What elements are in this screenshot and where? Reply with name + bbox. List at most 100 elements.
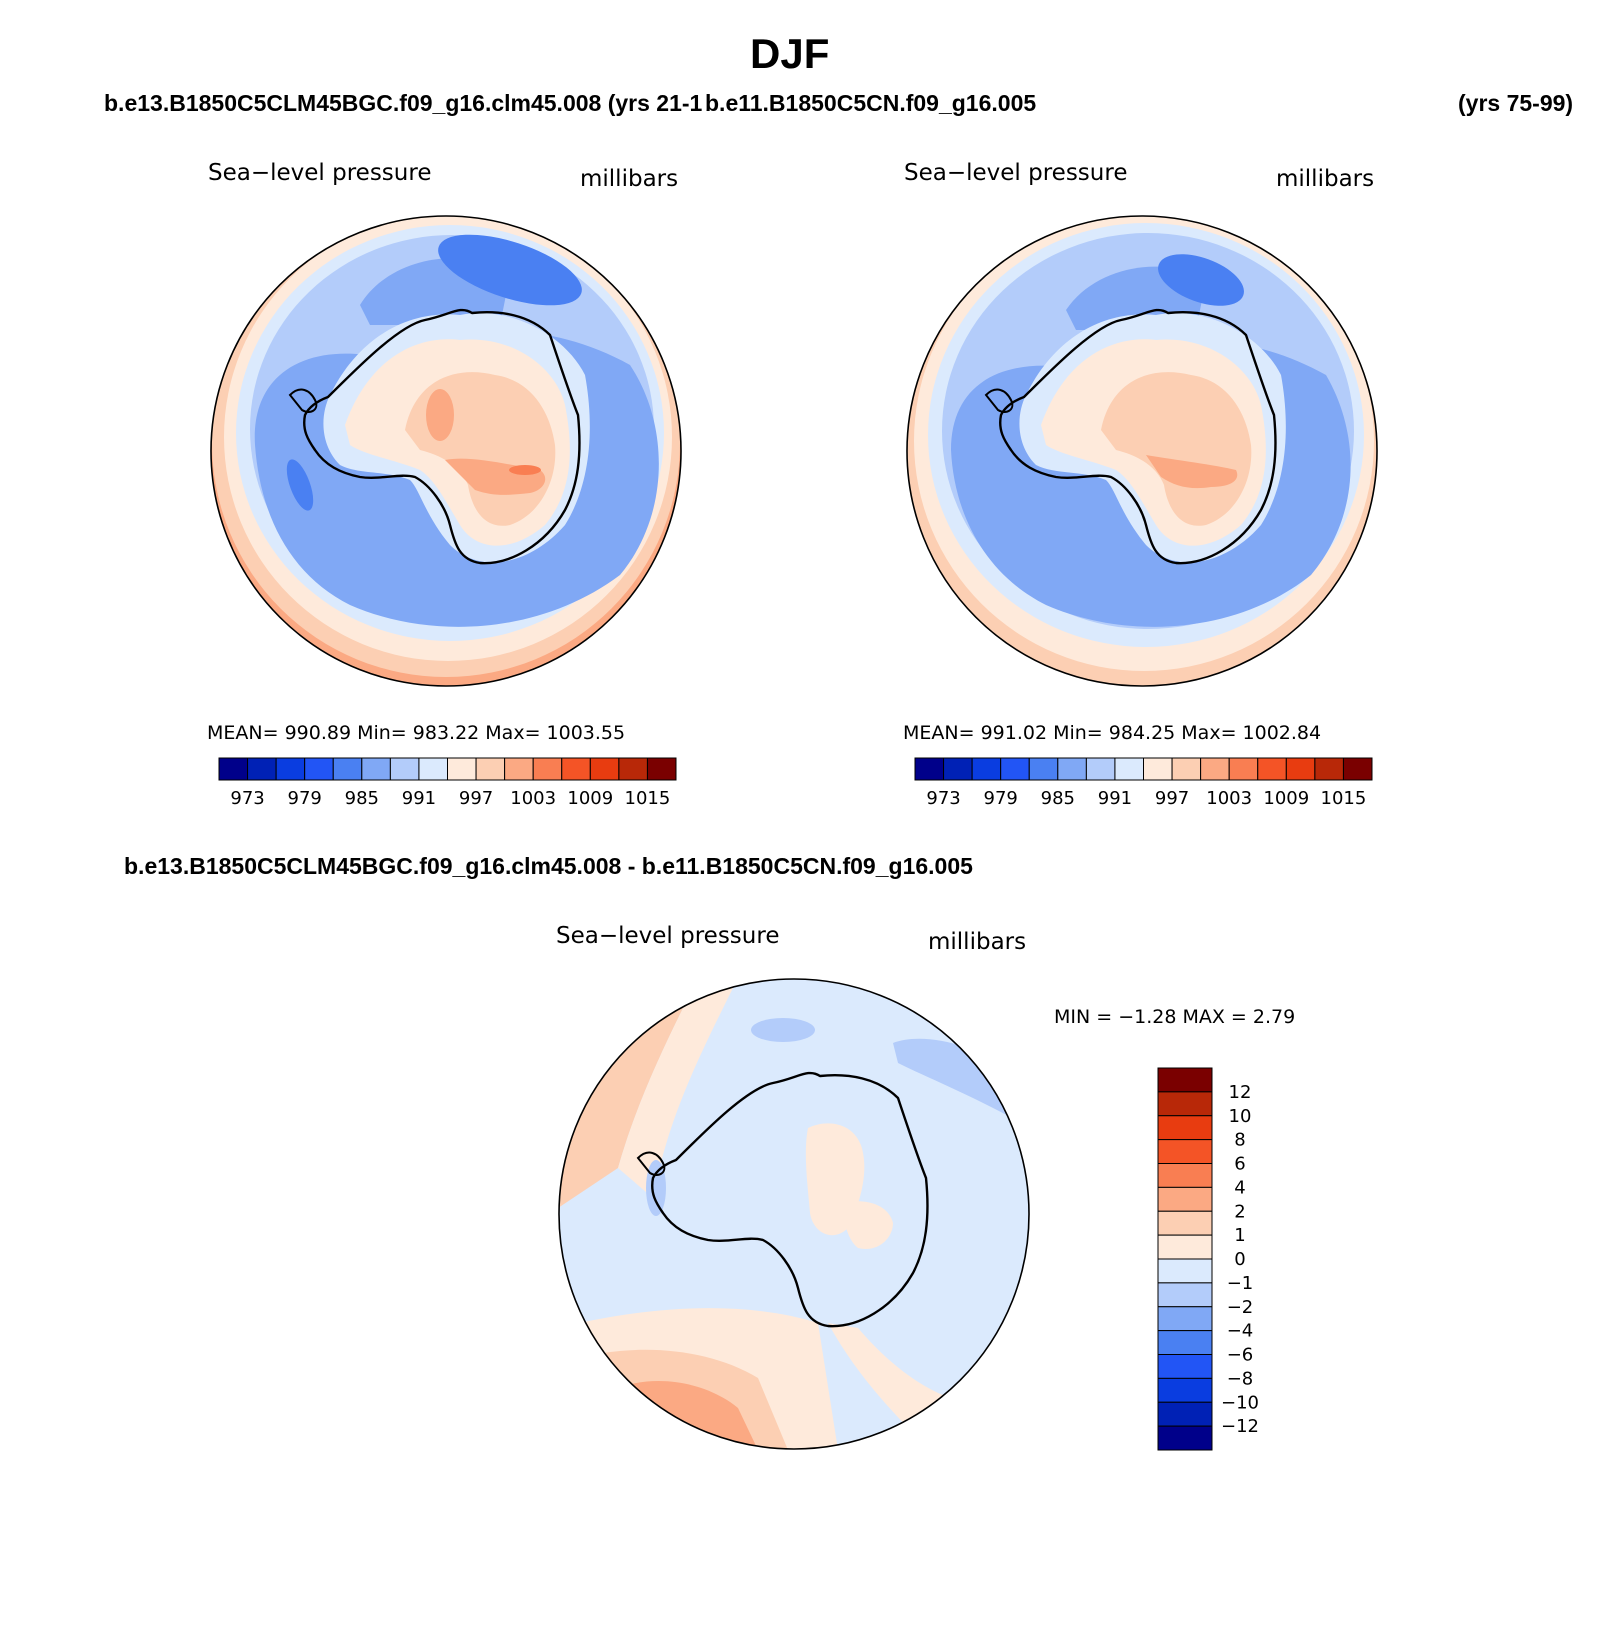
panel2-colorbar-tick-label: 997 <box>1155 788 1189 809</box>
panel1-colorbar-swatch <box>618 757 648 781</box>
panel1-fill-antarctica-1003 <box>509 465 541 475</box>
panel1-colorbar-tick-label: 979 <box>288 788 322 809</box>
panel2-colorbar-tick-label: 985 <box>1041 788 1075 809</box>
panel2-colorbar-swatch <box>1257 757 1287 781</box>
panel3-colorbar-swatch <box>1157 1067 1213 1093</box>
panel3-colorbar-tick-label: 0 <box>1234 1249 1245 1270</box>
panel2-colorbar-tick-label: 1009 <box>1263 788 1309 809</box>
panel3-colorbar-tick-label: −1 <box>1227 1273 1254 1294</box>
panel2-peninsula-outline <box>984 388 1014 413</box>
panel2-colorbar-tick-label: 1003 <box>1206 788 1252 809</box>
panel3-colorbar-swatch <box>1157 1282 1213 1308</box>
panel2-colorbar-tick-label: 991 <box>1098 788 1132 809</box>
panel3-colorbar-swatch <box>1157 1258 1213 1284</box>
panel1-colorbar-swatch <box>218 757 249 781</box>
panel1-colorbar-tick-label: 1003 <box>510 788 556 809</box>
panel3-colorbar-tick-label: 10 <box>1229 1106 1252 1127</box>
panel2-variable-label: Sea−level pressure <box>904 160 1128 186</box>
panel1-colorbar-swatch <box>247 757 277 781</box>
panel3-stats: MIN = −1.28 MAX = 2.79 <box>1054 1006 1296 1028</box>
panel3-units-label: millibars <box>928 929 1027 955</box>
panel3-colorbar-tick-label: −12 <box>1221 1416 1259 1437</box>
panel3-colorbar-swatch <box>1157 1306 1213 1332</box>
panel2-map <box>906 215 1378 687</box>
panel3-fill-neg-peninsula <box>646 1160 666 1216</box>
panel1-colorbar-swatch <box>504 757 534 781</box>
panel3-colorbar-swatch <box>1157 1139 1213 1164</box>
panel1-colorbar-swatch <box>275 757 306 781</box>
panel2-colorbar-swatch <box>914 757 945 781</box>
panel2-colorbar: 973 979 985 991 997 1003 1009 1015 <box>914 757 1373 809</box>
panel3-colorbar-swatch <box>1157 1401 1213 1427</box>
panel3-colorbar-swatch <box>1157 1330 1213 1355</box>
case1-header: b.e13.B1850C5CLM45BGC.f09_g16.clm45.008 … <box>104 90 703 116</box>
panel2-colorbar-swatch <box>1342 757 1373 781</box>
panel1-stats: MEAN= 990.89 Min= 983.22 Max= 1003.55 <box>207 722 626 744</box>
panel2-colorbar-swatch <box>1314 757 1344 781</box>
panel1-map-border <box>210 215 682 687</box>
panel2-colorbar-swatch <box>1200 757 1230 781</box>
panel1-map <box>210 215 682 687</box>
panel2-colorbar-swatch <box>1057 757 1087 781</box>
panel3-colorbar-swatch <box>1157 1234 1213 1260</box>
panel2-colorbar-swatch <box>971 757 1002 781</box>
panel3-peninsula-outline <box>636 1151 666 1176</box>
panel3-colorbar-tick-label: 6 <box>1234 1154 1245 1175</box>
panel1-colorbar-swatch <box>532 757 563 781</box>
panel1-colorbar-swatch <box>332 757 363 781</box>
panel3-fill-0to1-west <box>618 979 738 1198</box>
panel1-colorbar-tick-label: 997 <box>459 788 493 809</box>
panel1-fill-antarctica-1000b <box>426 389 454 441</box>
panel2-fill-antarctica-997 <box>1101 372 1252 526</box>
panel2-units-label: millibars <box>1276 166 1375 192</box>
panel1-colorbar-tick-label: 991 <box>402 788 436 809</box>
panel1-colorbar-swatch <box>389 757 420 781</box>
panel3-colorbar-tick-label: 2 <box>1234 1201 1245 1222</box>
panel3-colorbar-swatch <box>1157 1091 1213 1117</box>
panel3-map-border <box>558 978 1030 1450</box>
panel2-colorbar-swatch <box>1285 757 1316 781</box>
panel3-colorbar-tick-label: −2 <box>1227 1297 1254 1318</box>
panel2-colorbar-tick-label: 1015 <box>1321 788 1367 809</box>
panel2-colorbar-swatch <box>1085 757 1116 781</box>
panel1-colorbar-swatch <box>361 757 391 781</box>
panel1-colorbar-tick-label: 1009 <box>567 788 613 809</box>
panel3-colorbar-swatch <box>1157 1354 1213 1379</box>
case2-header: b.e11.B1850C5CN.f09_g16.005 <box>705 90 1037 116</box>
panel2-fill-antarctica-1000 <box>1146 455 1238 489</box>
panel3-colorbar-tick-label: −10 <box>1221 1392 1259 1413</box>
panel2-colorbar-tick-label: 979 <box>984 788 1018 809</box>
panel2-colorbar-tick-label: 973 <box>926 788 960 809</box>
panel2-map-border <box>906 215 1378 687</box>
panel1-colorbar: 973 979 985 991 997 1003 1009 1015 <box>218 757 677 809</box>
panel3-colorbar-tick-label: −8 <box>1227 1368 1254 1389</box>
panel3-colorbar-tick-label: 12 <box>1229 1082 1252 1103</box>
panel3-fill-pos-interior-b <box>843 1201 893 1249</box>
panel3-colorbar-swatch <box>1157 1377 1213 1403</box>
panel1-peninsula-outline <box>288 388 318 413</box>
panel2-colorbar-swatch <box>1143 757 1173 781</box>
panel2-colorbar-swatch <box>1028 757 1059 781</box>
case2-years: (yrs 75-99) <box>1458 90 1574 116</box>
panel2-coastline <box>999 308 1277 565</box>
panel3-colorbar-tick-label: −4 <box>1227 1321 1254 1342</box>
panel3-colorbar-tick-label: −6 <box>1227 1345 1254 1366</box>
panel1-colorbar-swatch <box>561 757 591 781</box>
panel3-colorbar-tick-label: 4 <box>1234 1177 1245 1198</box>
panel3-variable-label: Sea−level pressure <box>556 923 780 949</box>
panel3-colorbar-swatch <box>1157 1425 1213 1451</box>
panel1-colorbar-swatch <box>447 757 477 781</box>
panel3-colorbar-tick-label: 1 <box>1234 1225 1245 1246</box>
panel3-fill-neg-north <box>751 1018 815 1042</box>
panel1-colorbar-swatch <box>589 757 620 781</box>
panel3-coastline <box>651 1071 929 1328</box>
panel1-colorbar-tick-label: 985 <box>345 788 379 809</box>
panel1-units-label: millibars <box>580 166 679 192</box>
panel1-fill-982b <box>286 459 314 511</box>
panel3-colorbar-tick-label: 8 <box>1234 1130 1245 1151</box>
panel1-colorbar-swatch <box>475 757 506 781</box>
panel3-fill-neg-east <box>893 1038 1029 1128</box>
panel2-colorbar-swatch <box>1228 757 1259 781</box>
panel1-fill-982 <box>438 234 582 306</box>
page-title: DJF <box>750 30 830 77</box>
